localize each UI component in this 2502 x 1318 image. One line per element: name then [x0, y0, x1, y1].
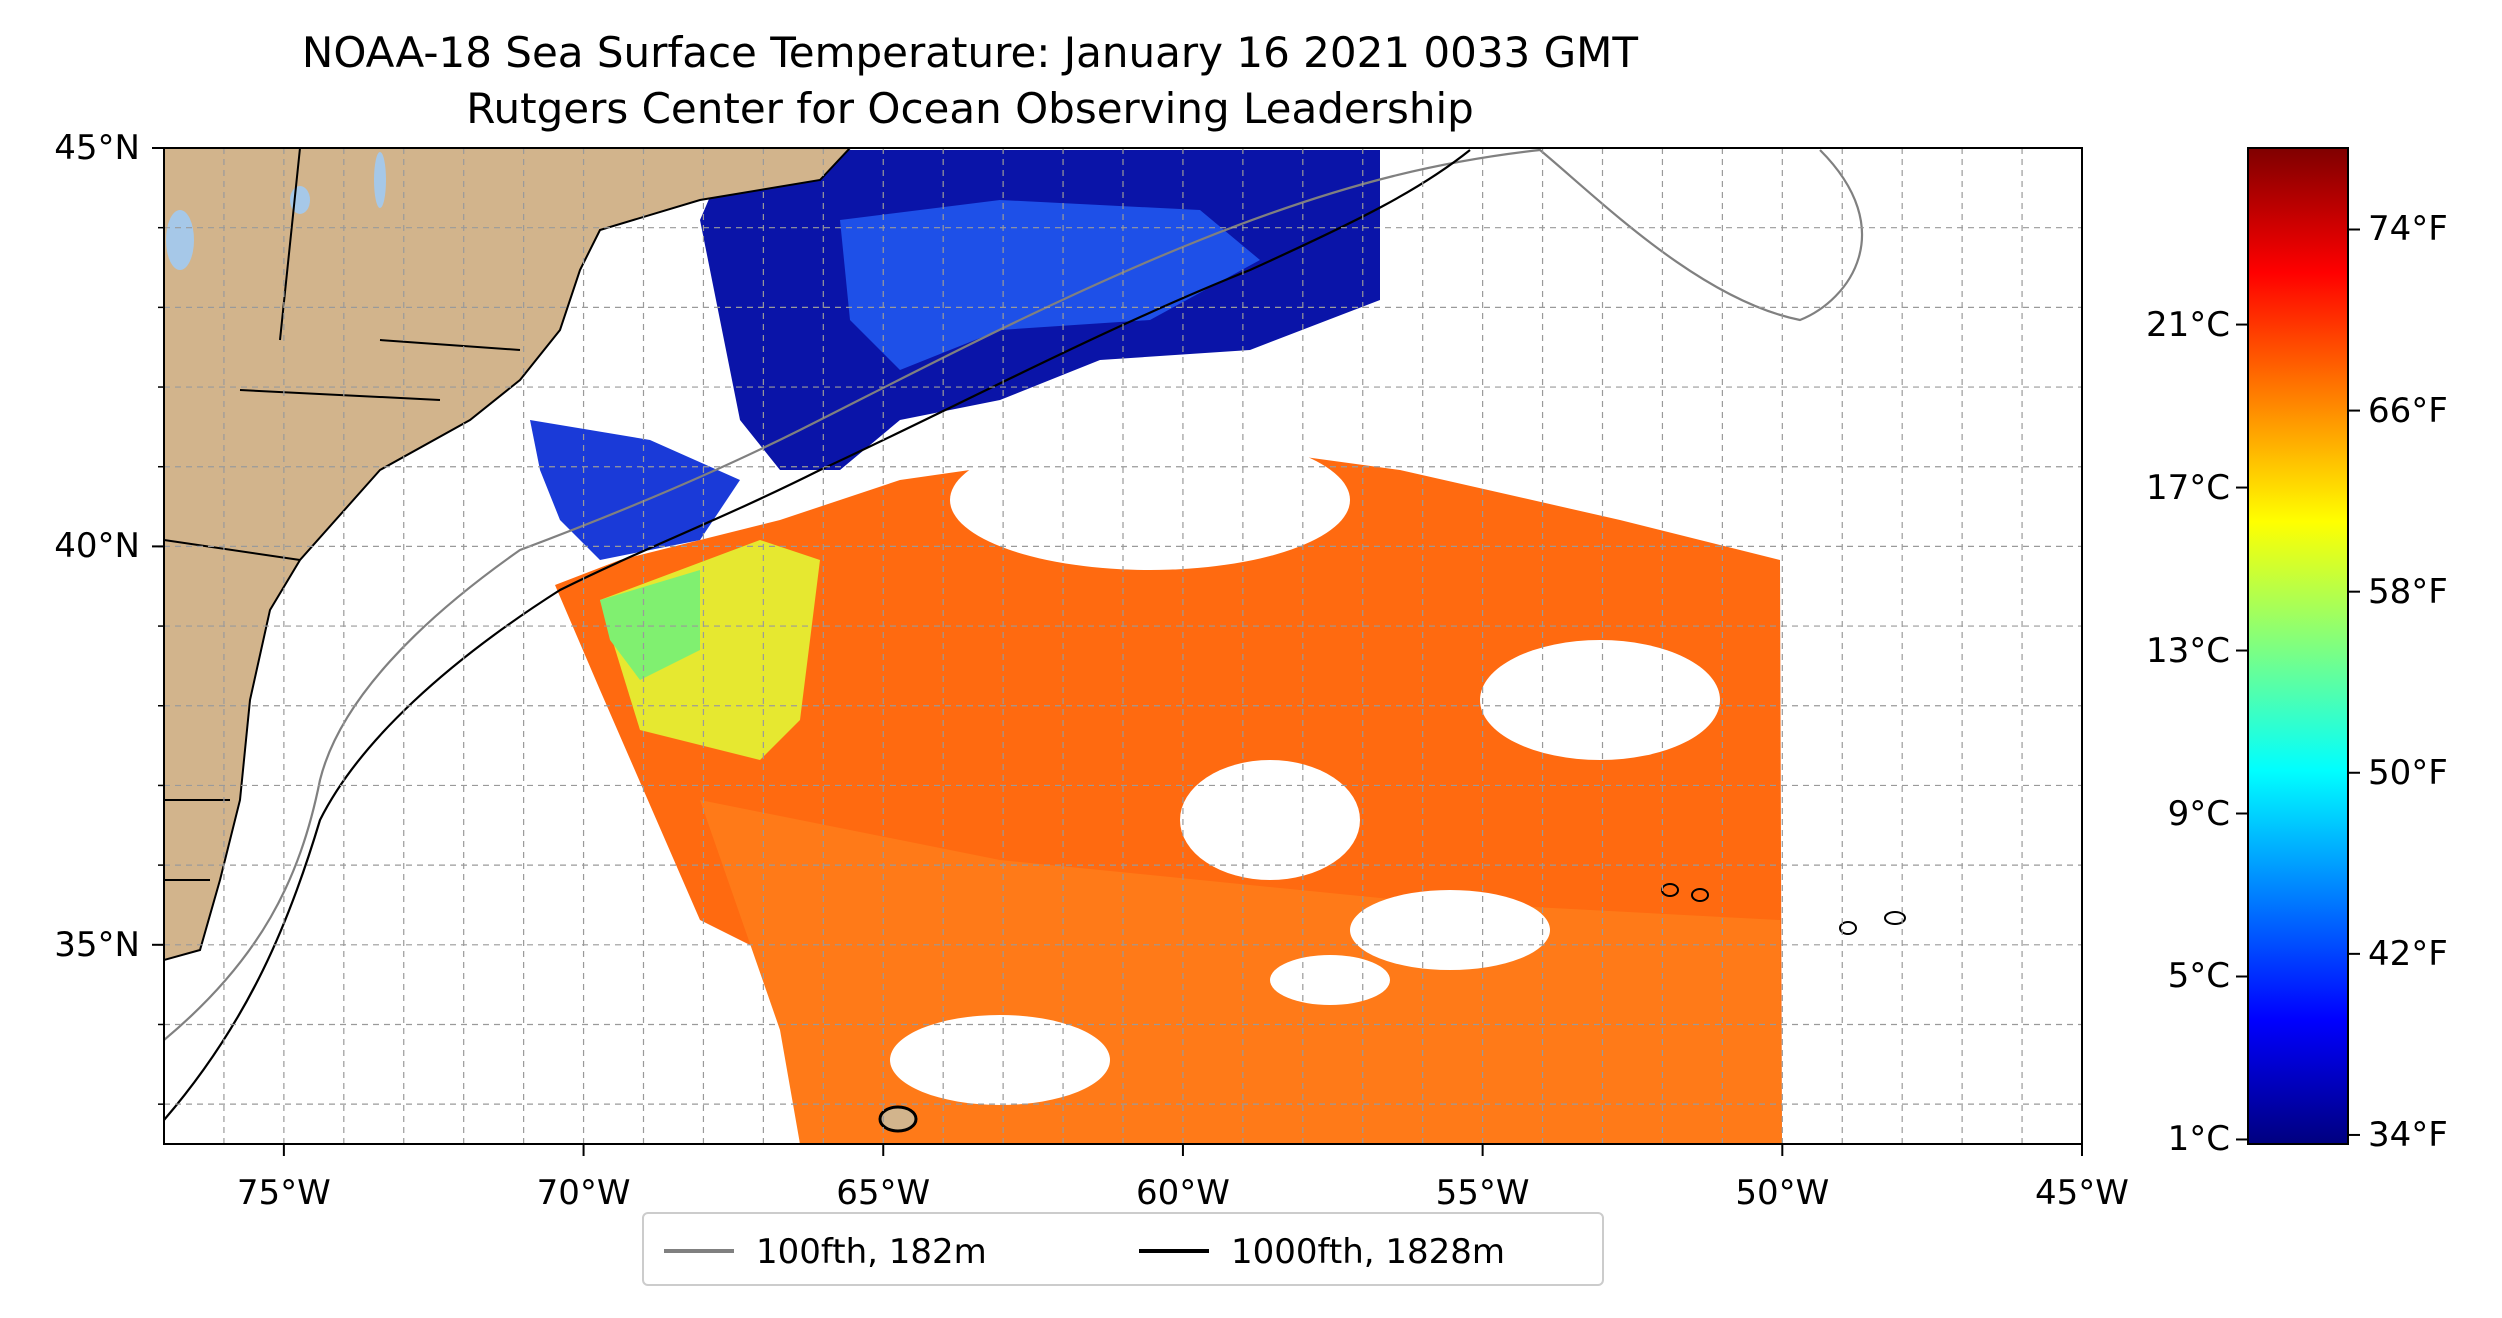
- colorbar-c-label: 5°C: [2167, 956, 2230, 997]
- figure-subtitle: Rutgers Center for Ocean Observing Leade…: [466, 84, 1474, 133]
- colorbar-f-label: 42°F: [2368, 933, 2448, 974]
- cloud-gap: [950, 430, 1350, 570]
- seamount: [1691, 888, 1709, 902]
- bermuda-island: [878, 1105, 918, 1133]
- colorbar-c-label: 21°C: [2145, 304, 2230, 345]
- map-gridlines: [163, 147, 2083, 1144]
- lon-tick-label: 60°W: [1135, 1173, 1230, 1213]
- axis-ticks: [152, 147, 2083, 1156]
- colorbar-f-label: 66°F: [2368, 390, 2448, 431]
- legend: 100fth, 182m 1000fth, 1828m: [642, 1212, 1604, 1286]
- colorbar-ticks: [2236, 228, 2360, 1141]
- isobath-100fth: [164, 148, 1864, 1041]
- colorbar-f-label: 58°F: [2368, 571, 2448, 612]
- lon-tick-label: 45°W: [2035, 1173, 2129, 1213]
- cloud-gap: [1270, 955, 1390, 1005]
- lon-tick-label: 65°W: [836, 1173, 931, 1213]
- figure-title: NOAA-18 Sea Surface Temperature: January…: [301, 28, 1639, 77]
- colorbar-c-label: 17°C: [2145, 467, 2230, 508]
- isobath-1000fth: [164, 149, 1471, 1121]
- cloud-gap: [1350, 890, 1550, 970]
- legend-swatch-100fth: [664, 1249, 734, 1253]
- lon-tick-label: 70°W: [536, 1173, 631, 1213]
- sst-swath-green: [600, 570, 700, 680]
- colorbar-c-label: 1°C: [2167, 1119, 2230, 1160]
- lon-tick-label: 55°W: [1435, 1173, 1530, 1213]
- seamount: [1884, 911, 1906, 925]
- map-frame: [163, 147, 2083, 1145]
- legend-label-100fth: 100fth, 182m: [756, 1232, 987, 1272]
- sst-cold-water-mid: [840, 200, 1260, 370]
- seamount: [1839, 921, 1857, 935]
- colorbar-f-label: 50°F: [2368, 752, 2448, 793]
- colorbar-f-label: 34°F: [2368, 1114, 2448, 1155]
- lon-tick-label: 75°W: [236, 1173, 331, 1213]
- cloud-gap: [1180, 760, 1360, 880]
- legend-label-1000fth: 1000fth, 1828m: [1231, 1232, 1506, 1272]
- lat-tick-label: 40°N: [54, 526, 140, 567]
- land-us-east-coast: [164, 148, 852, 962]
- cloud-gap: [890, 1015, 1110, 1105]
- lake: [166, 210, 194, 270]
- lon-tick-label: 50°W: [1735, 1173, 1830, 1213]
- colorbar: [2247, 147, 2349, 1145]
- state-borders: [164, 148, 521, 881]
- colorbar-c-label: 13°C: [2145, 630, 2230, 671]
- map-area: [164, 148, 1906, 1144]
- lat-tick-label: 45°N: [54, 128, 140, 168]
- colorbar-f-label: 74°F: [2368, 209, 2448, 250]
- lake: [374, 152, 386, 208]
- colorbar-c-label: 9°C: [2167, 793, 2230, 834]
- legend-swatch-1000fth: [1139, 1249, 1209, 1253]
- cloud-gap: [1480, 640, 1720, 760]
- lat-tick-label: 35°N: [54, 924, 140, 965]
